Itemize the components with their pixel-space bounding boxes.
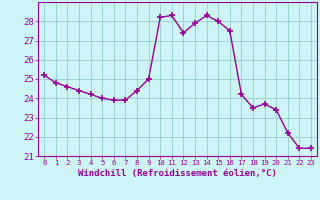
- X-axis label: Windchill (Refroidissement éolien,°C): Windchill (Refroidissement éolien,°C): [78, 169, 277, 178]
